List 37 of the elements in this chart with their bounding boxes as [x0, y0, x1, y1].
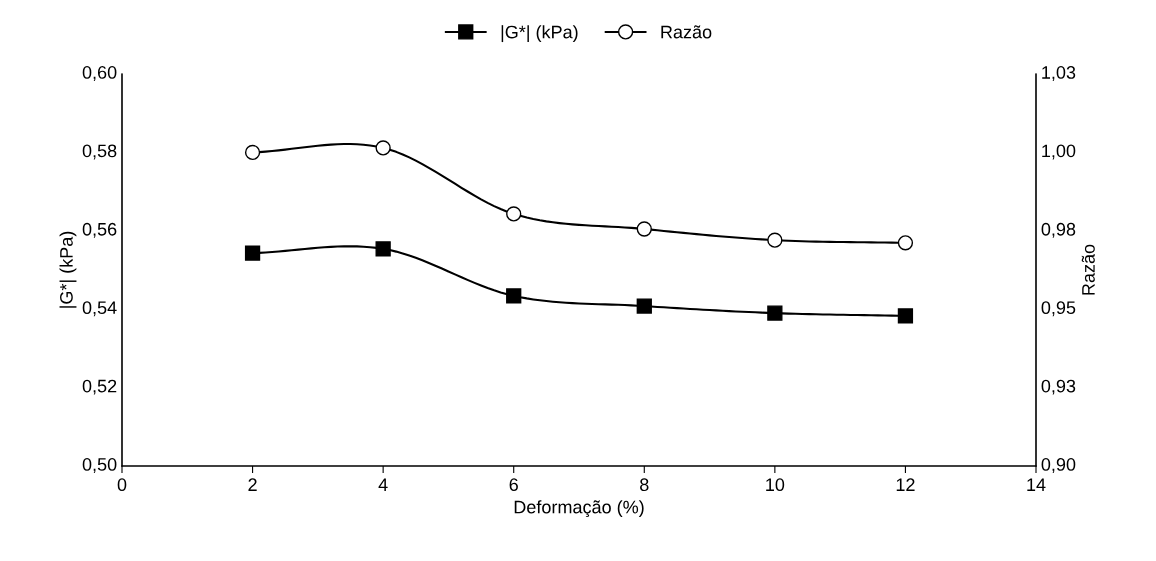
y2-tick-label: 0,95 [1041, 301, 1076, 317]
y2-tick-label: 0,93 [1041, 379, 1076, 395]
y-axis-title: |G*| (kPa) [59, 231, 77, 308]
point [244, 144, 261, 161]
y-tick-label: 0,50 [82, 458, 117, 473]
x-tick-label: 14 [1027, 478, 1046, 491]
x-tick-label: 6 [509, 478, 518, 492]
point [244, 245, 261, 261]
y-tick-label: 0,52 [82, 379, 117, 395]
x-tick-label: 10 [766, 478, 785, 492]
y2-tick-label: 0,90 [1041, 458, 1076, 473]
y-tick-label: 0,54 [82, 301, 117, 317]
point [897, 235, 914, 251]
x-tick-label: 12 [896, 478, 915, 491]
point [767, 232, 783, 248]
x-tick-label: 0 [117, 478, 127, 492]
y2-tick-label: 1,00 [1042, 144, 1076, 160]
point [636, 298, 652, 314]
y-tick-label: 0,58 [82, 144, 117, 160]
point [636, 221, 652, 237]
y2-tick-label: 0,98 [1041, 222, 1076, 238]
y-tick-label: 0,56 [82, 222, 117, 238]
legend-label: |G*| (kPa) [501, 25, 578, 43]
point [506, 288, 522, 304]
point [375, 241, 391, 257]
point [897, 308, 914, 324]
point [506, 206, 522, 222]
x-tick-label: 8 [640, 478, 649, 492]
legend-label: Razão [661, 25, 712, 39]
point [375, 140, 391, 156]
x-tick-label: 2 [248, 478, 257, 491]
x-tick-label: 4 [378, 478, 388, 491]
y2-axis-title: Razão [1081, 244, 1095, 295]
y-tick-label: 0,60 [82, 66, 117, 81]
y2-tick-label: 1,03 [1042, 66, 1076, 81]
x-axis-title: Deformação (%) [514, 500, 644, 518]
point [767, 305, 783, 321]
